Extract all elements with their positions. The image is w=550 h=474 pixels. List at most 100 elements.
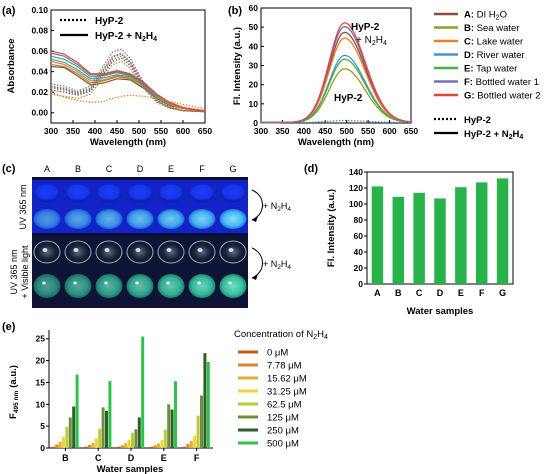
chart-e-ticks: 0 5 10 15 20 25 B C D E F xyxy=(36,334,200,463)
chart-b-style-legend: HyP-2 HyP-2 + N2H4 xyxy=(434,115,523,141)
chart-e-bar-C-7 xyxy=(108,381,112,448)
well-r1-top-E xyxy=(158,184,184,202)
chart-b-xtick-label: 400 xyxy=(297,126,311,136)
well-r2-bottom-E xyxy=(157,274,185,298)
chart-d-ticks: 0 20 40 60 80 100 120 140 A B C D E F G xyxy=(349,167,506,298)
chart-a: 300 350 400 450 500 550 600 650 0.00 0.02 0.04 0.06… xyxy=(6,5,212,148)
chart-a-line-B-dotted xyxy=(50,60,206,113)
chart-a-xtick-label: 400 xyxy=(88,126,102,136)
chart-e-bar-F-3 xyxy=(193,435,197,448)
chart-e-xtick-label-C: C xyxy=(95,453,102,463)
well-r2-bottom-glint-G xyxy=(228,281,232,285)
photo-col-B: B xyxy=(75,164,81,174)
chart-e-xtick-label-B: B xyxy=(62,453,69,463)
photo-arrow-2 xyxy=(251,247,263,279)
chart-a-line-C-dotted xyxy=(50,91,206,110)
legend-b-label-G: G: Bottled water 2 xyxy=(464,91,541,102)
chart-d-xtick-label-C: C xyxy=(416,288,423,298)
chart-e-bar-D-1 xyxy=(120,445,124,448)
legend-e-label-4: 62.5 μM xyxy=(267,400,302,411)
chart-e-bar-D-0 xyxy=(117,446,121,448)
chart-a-ytick-label: 0.02 xyxy=(31,87,48,97)
well-r2-top-glint-A xyxy=(42,248,48,252)
chart-a-xtick-label: 350 xyxy=(66,126,80,136)
chart-a-ytick-label: 0.10 xyxy=(31,5,48,15)
chart-e-ytick-label: 15 xyxy=(36,377,46,387)
chart-e-bar-B-2 xyxy=(58,441,62,448)
chart-b-series xyxy=(260,22,412,124)
chart-b-annotation-2: HyP-2 xyxy=(334,93,363,104)
legend-e-label-5: 125 μM xyxy=(267,413,299,424)
well-r1-bottom-C xyxy=(95,209,123,229)
chart-d-xtick-label-E: E xyxy=(458,288,464,298)
chart-b-line-C-solid xyxy=(260,37,412,124)
photo-arrow-1-head xyxy=(252,216,258,222)
panel-label-c: (c) xyxy=(2,163,16,175)
well-r1-top-F xyxy=(189,184,215,202)
chart-a-xtick-label: 650 xyxy=(198,126,212,136)
chart-d-ytick-label: 100 xyxy=(349,199,363,209)
chart-e-bar-D-4 xyxy=(131,432,134,448)
chart-b-xlabel: Wavelength (nm) xyxy=(298,137,374,148)
photo-col-E: E xyxy=(168,164,174,174)
photo-arrow-1 xyxy=(251,189,263,221)
chart-a-ylabel: Absorbance xyxy=(6,39,17,94)
chart-e-ytick-label: 25 xyxy=(36,334,46,344)
chart-d-ytick-label: 60 xyxy=(354,231,364,241)
well-r1-bottom-D xyxy=(126,209,154,229)
well-r2-top-A xyxy=(33,240,61,264)
chart-e-bar-C-6 xyxy=(105,410,108,448)
well-r1-top-G xyxy=(220,184,246,202)
chart-e-bar-D-5 xyxy=(134,429,138,448)
well-r2-top-glint-B xyxy=(73,248,79,252)
photo-arrow-2-label: + N2H4 xyxy=(263,259,291,271)
well-r2-top-E xyxy=(157,240,185,264)
chart-e-bar-E-0 xyxy=(150,446,154,448)
legend-e-label-2: 15.62 μM xyxy=(267,374,307,385)
chart-a-legend: HyP-2 HyP-2 + N2H4 xyxy=(60,16,157,43)
chart-a-xtick-label: 500 xyxy=(132,126,146,136)
chart-e-bar-E-2 xyxy=(157,443,160,448)
chart-e-bar-B-7 xyxy=(75,374,79,448)
chart-e-ytick-label: 0 xyxy=(40,443,45,453)
chart-d-bar-G xyxy=(496,178,509,284)
chart-e-bar-E-5 xyxy=(167,404,171,448)
chart-b-ytick-label: 50 xyxy=(249,22,259,32)
chart-a-ytick-label: 0.04 xyxy=(31,67,48,77)
legend-e-label-7: 500 μM xyxy=(267,439,299,450)
legend-b-label-A: A: DI H2O xyxy=(464,10,507,22)
chart-b-ytick-label: 20 xyxy=(249,80,259,90)
chart-a-line-D-dotted xyxy=(50,55,206,113)
well-r2-bottom-glint-D xyxy=(135,281,139,285)
well-r2-top-F xyxy=(188,240,216,264)
photo-col-A: A xyxy=(44,164,50,174)
chart-a-xtick-label: 450 xyxy=(110,126,124,136)
well-r1-bottom-F xyxy=(188,209,216,229)
well-r1-bottom-E xyxy=(157,209,185,229)
well-r1-bottom-A xyxy=(33,209,61,229)
chart-a-frame xyxy=(50,9,206,124)
legend-e-title: Concentration of N2H4 xyxy=(234,329,328,341)
chart-b-ticks: 300 350 400 450 500 550 600 650 0 10 20 30 40 50 60 xyxy=(249,3,419,136)
chart-e-bar-C-4 xyxy=(98,428,102,448)
well-r1-top-C xyxy=(96,184,122,202)
photo-col-F: F xyxy=(199,164,205,174)
chart-e-bar-B-4 xyxy=(65,427,69,448)
chart-a-line-B-solid xyxy=(50,63,205,112)
legend-b-label-D: D: River water xyxy=(464,50,525,61)
chart-d-bar-C xyxy=(413,192,425,284)
legend-b-label-E: E: Tap water xyxy=(464,64,517,75)
chart-e-xtick-label-E: E xyxy=(161,453,167,463)
well-r1-top-A xyxy=(34,184,60,202)
chart-e-bars xyxy=(51,336,210,448)
photo-wells xyxy=(33,184,247,298)
chart-b-ytick-label: 60 xyxy=(249,3,259,13)
chart-a-xtick-label: 600 xyxy=(176,126,190,136)
chart-b-xtick-label: 500 xyxy=(340,126,354,136)
well-r2-top-glint-D xyxy=(135,248,141,252)
well-r2-top-glint-F xyxy=(197,248,203,252)
chart-e-ylabel: F495 nm(a.u.) xyxy=(8,365,20,419)
well-r2-bottom-glint-B xyxy=(73,281,77,285)
